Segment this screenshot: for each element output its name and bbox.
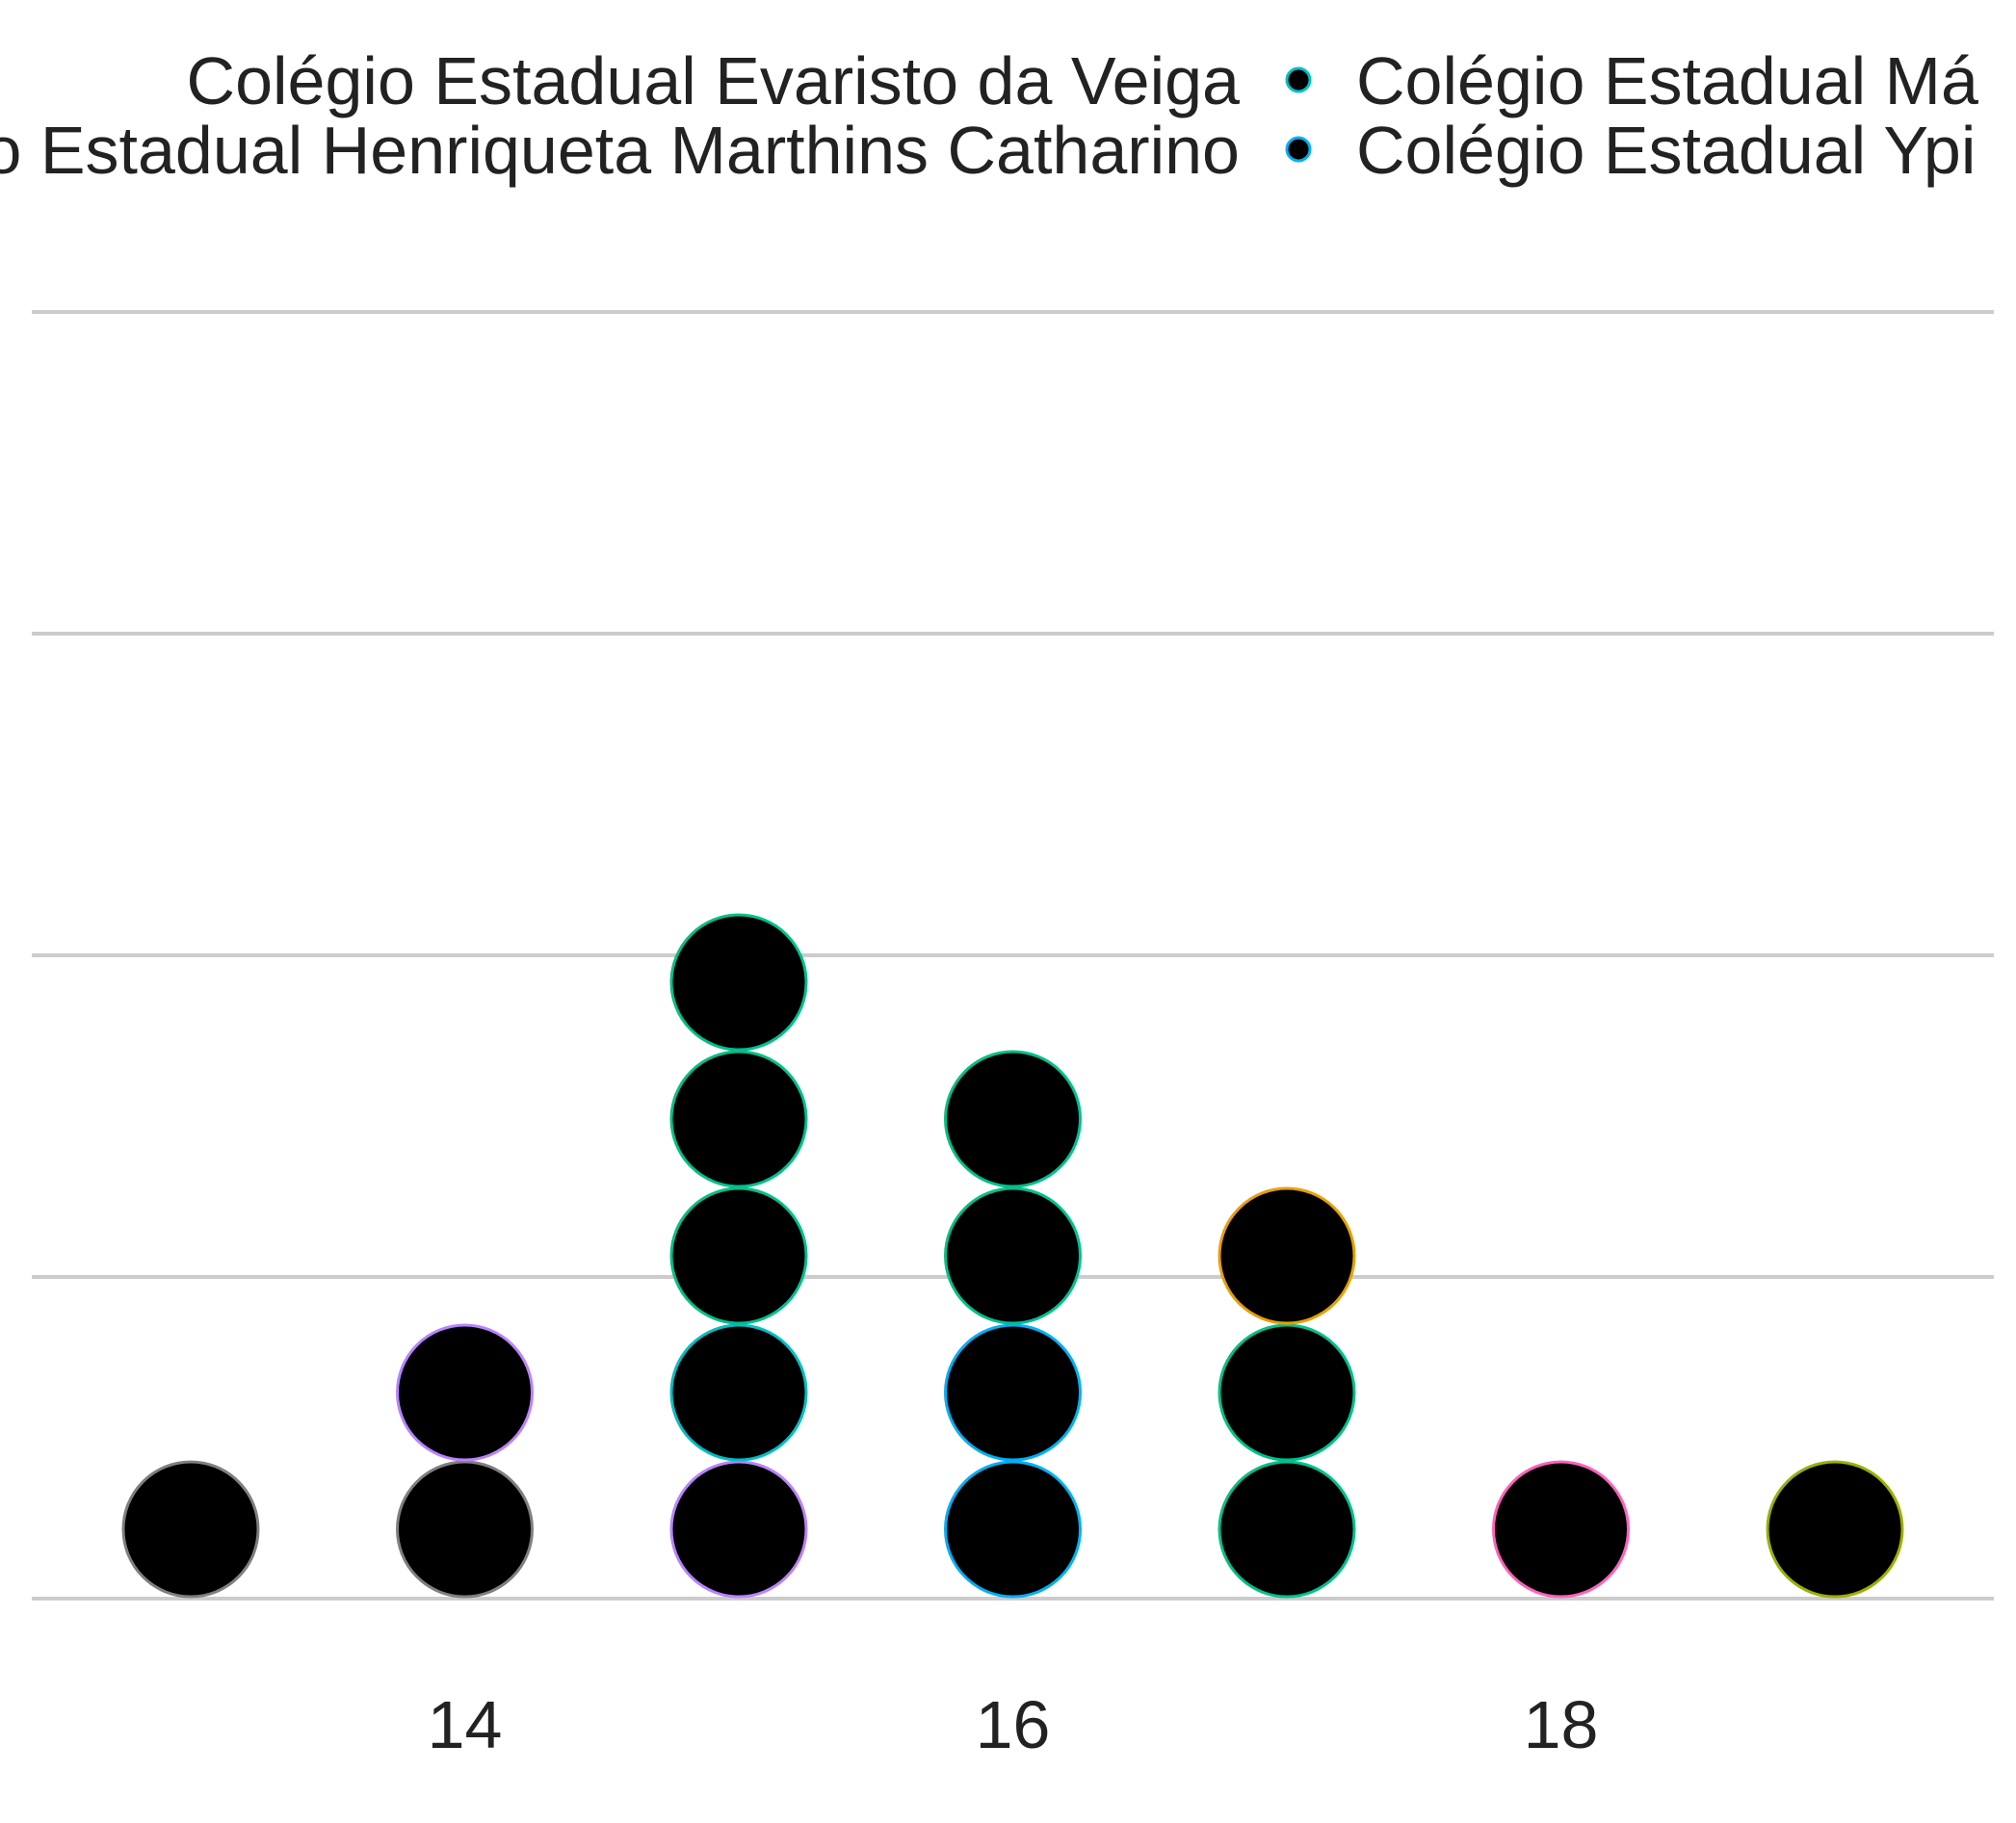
x-tick-label-16: 16 <box>976 1687 1051 1762</box>
gridlines <box>32 310 1994 1601</box>
data-points <box>121 913 1904 1599</box>
data-point-4 <box>669 1323 808 1462</box>
data-point-7 <box>669 913 808 1052</box>
legend: Colégio Estadual Evaristo da VeigaColégi… <box>0 43 1978 188</box>
data-point-9 <box>944 1323 1082 1462</box>
data-point-11 <box>944 1050 1082 1188</box>
data-point-6 <box>669 1050 808 1188</box>
data-point-2 <box>396 1323 534 1462</box>
data-point-0 <box>121 1460 260 1599</box>
legend-label-0: Colégio Estadual Evaristo da Veiga <box>187 43 1241 118</box>
legend-label-1: Colégio Estadual Henriqueta Marthins Cat… <box>0 113 1240 188</box>
data-point-1 <box>396 1460 534 1599</box>
data-point-14 <box>1217 1186 1356 1325</box>
legend-key-2 <box>1285 66 1312 93</box>
legend-label-2: Colégio Estadual Má <box>1356 43 1978 118</box>
data-point-15 <box>1492 1460 1630 1599</box>
data-point-8 <box>944 1460 1082 1599</box>
data-point-10 <box>944 1186 1082 1325</box>
x-axis-ticks: 14 16 18 <box>428 1687 1599 1762</box>
data-point-16 <box>1766 1460 1904 1599</box>
data-point-13 <box>1217 1323 1356 1462</box>
x-tick-label-14: 14 <box>428 1687 503 1762</box>
data-point-5 <box>669 1186 808 1325</box>
legend-key-3 <box>1285 136 1312 163</box>
legend-label-3: Colégio Estadual Ypi <box>1356 113 1976 188</box>
data-point-12 <box>1217 1460 1356 1599</box>
x-tick-label-18: 18 <box>1524 1687 1599 1762</box>
data-point-3 <box>669 1460 808 1599</box>
